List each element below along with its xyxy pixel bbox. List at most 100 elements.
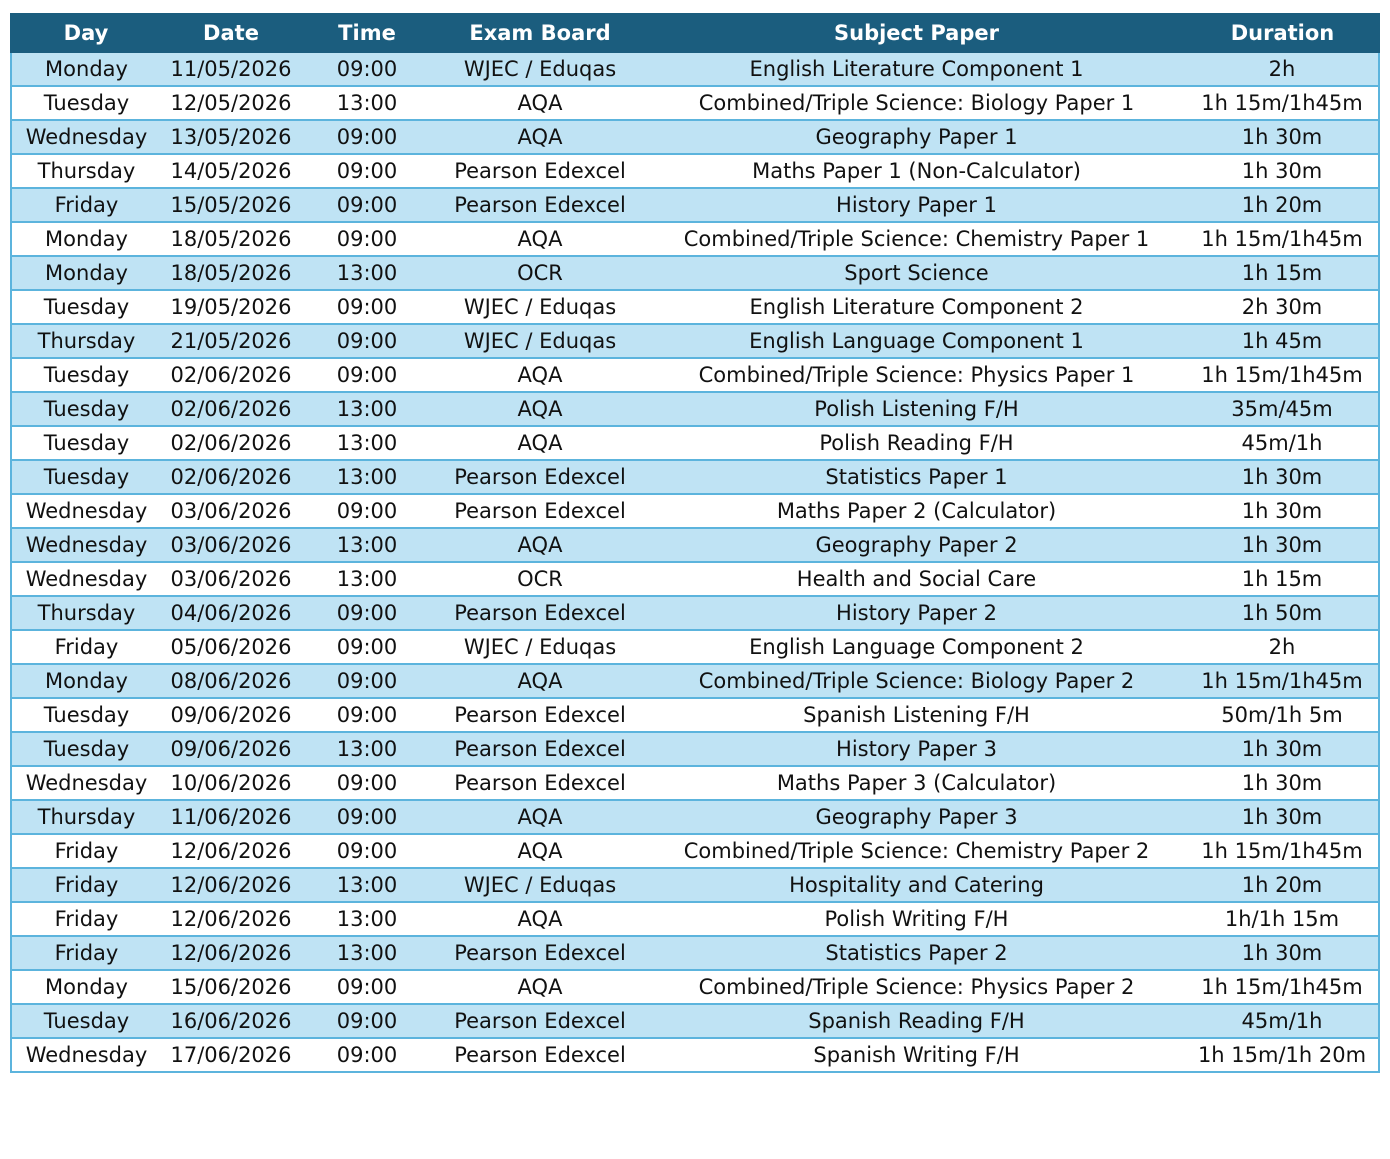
- table-cell: AQA: [433, 799, 647, 835]
- table-cell: 09:00: [301, 357, 433, 393]
- table-cell: 09:00: [301, 51, 433, 87]
- table-cell: Tuesday: [10, 1003, 161, 1039]
- table-cell: 1h 15m/1h45m: [1186, 663, 1380, 699]
- table-cell: Tuesday: [10, 425, 161, 461]
- table-cell: 13:00: [301, 901, 433, 937]
- table-cell: 1h 20m: [1186, 187, 1380, 223]
- table-cell: Thursday: [10, 799, 161, 835]
- table-cell: Wednesday: [10, 527, 161, 563]
- header-cell: Date: [160, 13, 302, 53]
- table-cell: Combined/Triple Science: Biology Paper 2: [647, 663, 1186, 699]
- table-cell: 13:00: [301, 527, 433, 563]
- table-cell: Sport Science: [647, 255, 1186, 291]
- table-cell: 15/06/2026: [161, 969, 301, 1005]
- table-row: Monday 11/05/2026 09:00 WJEC / Eduqas Englis…: [10, 51, 1380, 87]
- table-cell: 13:00: [301, 935, 433, 971]
- table-cell: 15/05/2026: [161, 187, 301, 223]
- table-cell: 1h 30m: [1186, 459, 1380, 495]
- table-cell: 18/05/2026: [161, 255, 301, 291]
- table-cell: Tuesday: [10, 459, 161, 495]
- table-cell: Monday: [10, 663, 161, 699]
- table-cell: 02/06/2026: [161, 357, 301, 393]
- table-cell: 35m/45m: [1186, 391, 1380, 427]
- table-cell: Pearson Edexcel: [433, 153, 647, 189]
- table-cell: 1h 50m: [1186, 595, 1380, 631]
- table-row: Tuesday 09/06/2026 09:00 Pearson Edexcel Spa…: [10, 697, 1380, 733]
- table-row: Wednesday 10/06/2026 09:00 Pearson Edexcel M…: [10, 765, 1380, 801]
- table-cell: Health and Social Care: [647, 561, 1186, 597]
- table-cell: 10/06/2026: [161, 765, 301, 801]
- table-cell: 1h 30m: [1186, 527, 1380, 563]
- table-cell: 08/06/2026: [161, 663, 301, 699]
- table-cell: Maths Paper 3 (Calculator): [647, 765, 1186, 801]
- table-cell: 13:00: [301, 85, 433, 121]
- table-cell: 1h 15m/1h45m: [1186, 357, 1380, 393]
- header-row: Day Date Time Exam Board Subject Paper Durati…: [10, 13, 1380, 53]
- table-cell: 45m/1h: [1186, 1003, 1380, 1039]
- table-cell: English Literature Component 1: [647, 51, 1186, 87]
- table-cell: 13:00: [301, 867, 433, 903]
- table-cell: AQA: [433, 833, 647, 869]
- table-cell: 13:00: [301, 561, 433, 597]
- exam-table: Day Date Time Exam Board Subject Paper Durati…: [10, 13, 1380, 1073]
- table-cell: 13:00: [301, 255, 433, 291]
- schedule: Day Date Time Exam Board Subject Paper Durati…: [10, 13, 1380, 1073]
- table-cell: 18/05/2026: [161, 221, 301, 257]
- table-cell: Geography Paper 1: [647, 119, 1186, 155]
- table-cell: Spanish Listening F/H: [647, 697, 1186, 733]
- table-cell: 1h 45m: [1186, 323, 1380, 359]
- table-cell: Polish Listening F/H: [647, 391, 1186, 427]
- table-cell: Friday: [10, 935, 161, 971]
- table-cell: 03/06/2026: [161, 527, 301, 563]
- table-cell: Combined/Triple Science: Physics Paper 2: [647, 969, 1186, 1005]
- table-cell: 2h 30m: [1186, 289, 1380, 325]
- table-cell: Thursday: [10, 595, 161, 631]
- table-cell: Polish Reading F/H: [647, 425, 1186, 461]
- table-cell: AQA: [433, 901, 647, 937]
- table-cell: WJEC / Eduqas: [433, 289, 647, 325]
- table-cell: Geography Paper 2: [647, 527, 1186, 563]
- table-cell: Monday: [10, 51, 161, 87]
- table-cell: 09:00: [301, 629, 433, 665]
- table-cell: 1h/1h 15m: [1186, 901, 1380, 937]
- table-row: Wednesday 03/06/2026 13:00 AQA Geography Pap…: [10, 527, 1380, 563]
- table-cell: Monday: [10, 221, 161, 257]
- table-cell: 04/06/2026: [161, 595, 301, 631]
- table-cell: 1h 30m: [1186, 799, 1380, 835]
- table-cell: 50m/1h 5m: [1186, 697, 1380, 733]
- table-cell: Pearson Edexcel: [433, 697, 647, 733]
- table-cell: Friday: [10, 867, 161, 903]
- table-cell: History Paper 3: [647, 731, 1186, 767]
- table-cell: Pearson Edexcel: [433, 187, 647, 223]
- table-cell: 17/06/2026: [161, 1037, 301, 1073]
- table-row: Tuesday 09/06/2026 13:00 Pearson Edexcel His…: [10, 731, 1380, 767]
- table-body: Monday 11/05/2026 09:00 WJEC / Eduqas Englis…: [10, 51, 1380, 1073]
- table-cell: Pearson Edexcel: [433, 1037, 647, 1073]
- table-cell: 1h 30m: [1186, 731, 1380, 767]
- table-cell: 13:00: [301, 731, 433, 767]
- table-cell: Monday: [10, 255, 161, 291]
- table-row: Friday 12/06/2026 13:00 Pearson Edexcel Stat…: [10, 935, 1380, 971]
- table-cell: OCR: [433, 561, 647, 597]
- table-cell: 09/06/2026: [161, 697, 301, 733]
- table-cell: 09:00: [301, 119, 433, 155]
- table-cell: Tuesday: [10, 289, 161, 325]
- header-cell: Subject Paper: [646, 13, 1187, 53]
- table-cell: 1h 20m: [1186, 867, 1380, 903]
- table-cell: Pearson Edexcel: [433, 493, 647, 529]
- table-cell: Wednesday: [10, 1037, 161, 1073]
- table-cell: 12/06/2026: [161, 901, 301, 937]
- table-row: Wednesday 03/06/2026 13:00 OCR Health and So…: [10, 561, 1380, 597]
- table-cell: Pearson Edexcel: [433, 765, 647, 801]
- table-cell: History Paper 2: [647, 595, 1186, 631]
- table-cell: 09:00: [301, 1003, 433, 1039]
- table-cell: Tuesday: [10, 391, 161, 427]
- table-cell: Wednesday: [10, 561, 161, 597]
- table-cell: 1h 15m/1h45m: [1186, 969, 1380, 1005]
- table-cell: 14/05/2026: [161, 153, 301, 189]
- table-cell: 19/05/2026: [161, 289, 301, 325]
- table-cell: 1h 30m: [1186, 765, 1380, 801]
- table-cell: Thursday: [10, 153, 161, 189]
- table-row: Tuesday 16/06/2026 09:00 Pearson Edexcel Spa…: [10, 1003, 1380, 1039]
